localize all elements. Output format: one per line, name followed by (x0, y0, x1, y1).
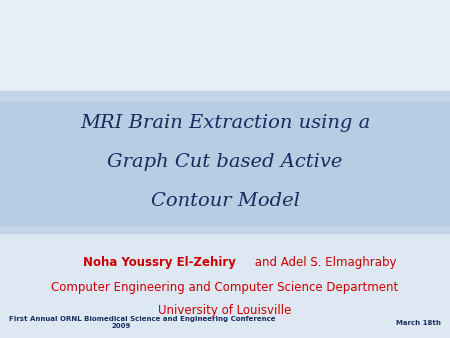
Text: Contour Model: Contour Model (151, 192, 299, 210)
Text: MRI Brain Extraction using a: MRI Brain Extraction using a (80, 114, 370, 132)
Text: University of Louisville: University of Louisville (158, 304, 292, 317)
Bar (0, 0, 450, 91)
Bar (0, 226, 450, 233)
Text: Noha Youssry El-Zehiry: Noha Youssry El-Zehiry (83, 256, 236, 269)
Text: Computer Engineering and Computer Science Department: Computer Engineering and Computer Scienc… (51, 281, 399, 294)
Bar (0, 91, 450, 100)
Text: March 18th: March 18th (396, 320, 441, 326)
Text: Graph Cut based Active: Graph Cut based Active (107, 153, 343, 171)
Bar (0, 91, 450, 233)
Text: First Annual ORNL Biomedical Science and Engineering Conference: First Annual ORNL Biomedical Science and… (9, 316, 275, 322)
Text: 2009: 2009 (112, 323, 131, 329)
Bar (0, 233, 450, 338)
Text: and Adel S. Elmaghraby: and Adel S. Elmaghraby (251, 256, 397, 269)
